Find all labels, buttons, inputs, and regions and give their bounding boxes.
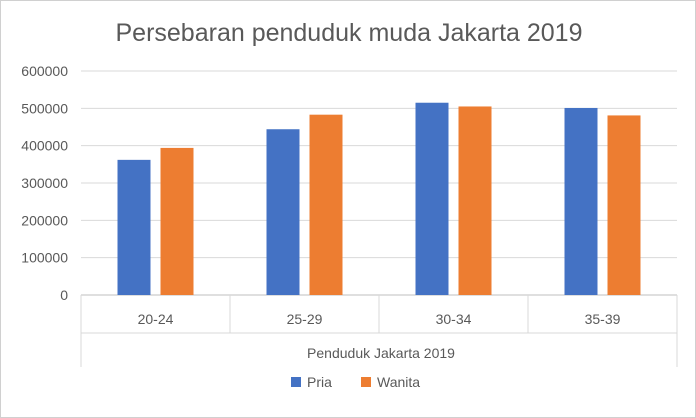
y-tick-label: 500000 — [21, 100, 68, 116]
legend-label: Wanita — [377, 374, 420, 390]
x-axis-category-frame — [80, 295, 678, 367]
y-tick-label: 600000 — [21, 63, 68, 79]
bar-pria-35-39 — [564, 107, 598, 296]
bar-wanita-35-39 — [607, 115, 641, 295]
x-tick-label: 30-34 — [436, 311, 472, 327]
bar-pria-25-29 — [266, 129, 300, 295]
y-tick-label: 400000 — [21, 138, 68, 154]
y-axis-ticks: 0 100000 200000 300000 400000 500000 600000 — [21, 63, 68, 303]
bar-pria-20-24 — [117, 159, 151, 295]
x-axis-ticks: 20-24 25-29 30-34 35-39 — [138, 311, 621, 327]
legend: Pria Wanita — [291, 374, 420, 390]
chart-title: Persebaran penduduk muda Jakarta 2019 — [116, 19, 583, 47]
legend-swatch — [291, 377, 301, 387]
x-axis-title: Penduduk Jakarta 2019 — [307, 345, 455, 361]
y-tick-label: 200000 — [21, 212, 68, 228]
x-tick-label: 25-29 — [287, 311, 323, 327]
x-tick-label: 35-39 — [585, 311, 621, 327]
x-tick-label: 20-24 — [138, 311, 174, 327]
legend-swatch — [361, 377, 371, 387]
bar-wanita-30-34 — [458, 106, 492, 295]
bar-wanita-20-24 — [160, 147, 194, 295]
y-tick-label: 300000 — [21, 175, 68, 191]
bar-pria-30-34 — [415, 102, 449, 295]
bars — [117, 102, 641, 296]
y-tick-label: 100000 — [21, 250, 68, 266]
bar-wanita-25-29 — [309, 114, 343, 296]
y-tick-label: 0 — [60, 287, 68, 303]
legend-label: Pria — [307, 374, 332, 390]
